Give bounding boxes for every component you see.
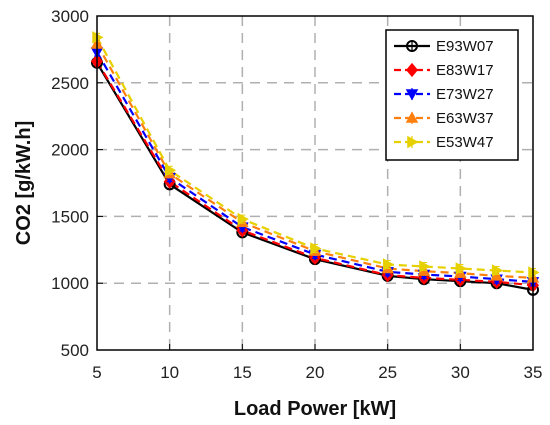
- x-tick-label: 30: [451, 363, 470, 382]
- x-tick-label: 25: [378, 363, 397, 382]
- x-tick-label: 15: [233, 363, 252, 382]
- legend-marker-e83w17: [406, 62, 418, 78]
- y-tick-label: 2500: [51, 74, 89, 93]
- y-tick-label: 500: [61, 341, 89, 360]
- data-point-e53w47: [237, 212, 249, 226]
- x-tick-label: 5: [92, 363, 101, 382]
- legend-entry-label: E73W27: [436, 86, 494, 103]
- data-point-e53w47: [419, 260, 431, 273]
- x-tick-label: 10: [160, 363, 179, 382]
- legend-marker-e73w27: [405, 89, 419, 101]
- y-axis-label: CO2 [g/kW.h]: [13, 121, 35, 245]
- y-tick-label: 1500: [51, 207, 89, 226]
- x-tick-label: 20: [306, 363, 325, 382]
- y-tick-label: 3000: [51, 7, 89, 26]
- legend-entry-label: E53W47: [436, 134, 494, 151]
- x-tick-label: 35: [524, 363, 543, 382]
- y-tick-label: 2000: [51, 141, 89, 160]
- legend-marker-e93w07: [406, 40, 418, 52]
- data-point-e53w47: [491, 264, 504, 277]
- legend-marker-e53w47: [407, 135, 419, 149]
- legend-entry-label: E93W07: [436, 38, 494, 55]
- legend-entry-label: E63W37: [436, 110, 494, 127]
- legend: E93W07 E83W17 E73W27 E63W37 E53W47: [385, 29, 519, 161]
- data-point-e53w47: [382, 258, 395, 271]
- series-line-e73w27: [96, 51, 534, 283]
- y-tick-label: 1000: [51, 274, 89, 293]
- plot-frame: [96, 15, 534, 351]
- tick-labels: 5 10 15 20 25 30 35 500 1000 1500 2000 2500 3000: [51, 7, 542, 382]
- series-line-e63w37: [96, 43, 534, 279]
- legend-marker-e63w37: [405, 111, 419, 123]
- legend-entry-label: E83W17: [436, 62, 494, 79]
- x-axis-label: Load Power [kW]: [234, 398, 396, 420]
- data-point-e53w47: [455, 262, 467, 275]
- data-point-e53w47: [310, 242, 322, 255]
- data-point-e53w47: [164, 164, 177, 177]
